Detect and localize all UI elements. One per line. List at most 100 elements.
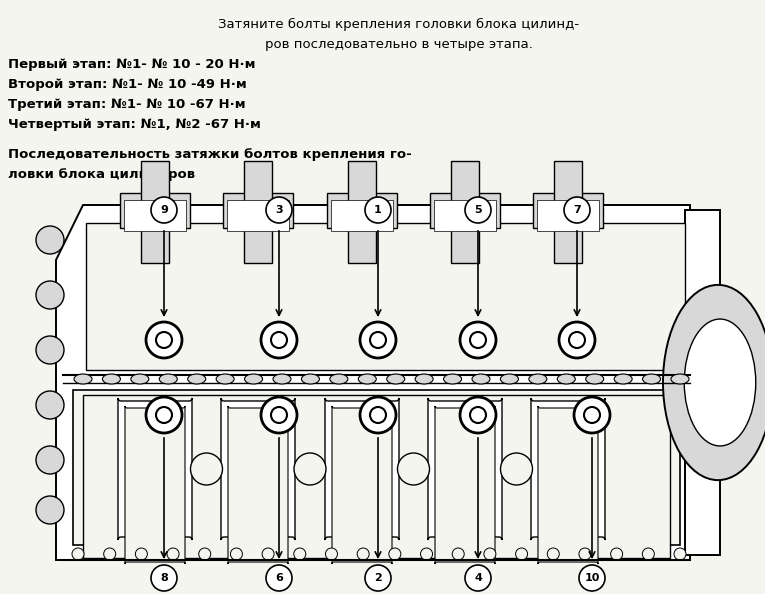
Circle shape xyxy=(36,336,64,364)
Circle shape xyxy=(36,446,64,474)
Ellipse shape xyxy=(103,374,120,384)
Circle shape xyxy=(389,548,401,560)
Text: 2: 2 xyxy=(374,573,382,583)
FancyBboxPatch shape xyxy=(221,398,295,540)
Circle shape xyxy=(421,548,432,560)
Circle shape xyxy=(460,322,496,358)
Ellipse shape xyxy=(472,374,490,384)
FancyBboxPatch shape xyxy=(120,193,190,228)
Text: 7: 7 xyxy=(573,205,581,215)
Ellipse shape xyxy=(614,374,632,384)
FancyBboxPatch shape xyxy=(124,200,186,231)
Circle shape xyxy=(610,548,623,560)
Ellipse shape xyxy=(187,374,206,384)
Ellipse shape xyxy=(159,374,177,384)
Circle shape xyxy=(36,391,64,419)
Circle shape xyxy=(135,548,148,560)
FancyBboxPatch shape xyxy=(223,193,293,228)
FancyBboxPatch shape xyxy=(533,193,603,228)
Circle shape xyxy=(167,548,179,560)
Ellipse shape xyxy=(663,285,765,480)
Text: Последовательность затяжки болтов крепления го-: Последовательность затяжки болтов крепле… xyxy=(8,148,412,161)
Circle shape xyxy=(36,281,64,309)
Ellipse shape xyxy=(671,374,689,384)
Text: Третий этап: №1- № 10 -67 Н·м: Третий этап: №1- № 10 -67 Н·м xyxy=(8,98,246,111)
Circle shape xyxy=(266,565,292,591)
Text: 8: 8 xyxy=(160,573,168,583)
Ellipse shape xyxy=(131,374,149,384)
Ellipse shape xyxy=(529,374,547,384)
FancyBboxPatch shape xyxy=(327,193,397,228)
Circle shape xyxy=(500,453,532,485)
Text: 5: 5 xyxy=(474,205,482,215)
Circle shape xyxy=(261,322,297,358)
Text: Второй этап: №1- № 10 -49 Н·м: Второй этап: №1- № 10 -49 Н·м xyxy=(8,78,247,91)
Circle shape xyxy=(294,453,326,485)
Circle shape xyxy=(151,197,177,223)
FancyBboxPatch shape xyxy=(538,406,598,564)
Text: 6: 6 xyxy=(275,573,283,583)
Circle shape xyxy=(465,565,491,591)
FancyBboxPatch shape xyxy=(325,398,399,540)
Circle shape xyxy=(199,548,210,560)
Ellipse shape xyxy=(273,374,291,384)
Circle shape xyxy=(674,548,686,560)
Circle shape xyxy=(151,565,177,591)
Ellipse shape xyxy=(387,374,405,384)
Circle shape xyxy=(470,332,486,348)
Ellipse shape xyxy=(245,374,262,384)
Polygon shape xyxy=(56,205,690,560)
Ellipse shape xyxy=(301,374,320,384)
Circle shape xyxy=(584,407,600,423)
Bar xyxy=(73,390,680,545)
Text: 4: 4 xyxy=(474,573,482,583)
Circle shape xyxy=(484,548,496,560)
Text: Четвертый этап: №1, №2 -67 Н·м: Четвертый этап: №1, №2 -67 Н·м xyxy=(8,118,261,131)
FancyBboxPatch shape xyxy=(118,398,192,540)
Ellipse shape xyxy=(415,374,433,384)
Circle shape xyxy=(370,332,386,348)
Circle shape xyxy=(104,548,116,560)
Text: Затяните болты крепления головки блока цилинд-: Затяните болты крепления головки блока ц… xyxy=(201,18,579,31)
Circle shape xyxy=(579,565,605,591)
FancyBboxPatch shape xyxy=(332,406,392,564)
FancyBboxPatch shape xyxy=(537,200,599,231)
FancyBboxPatch shape xyxy=(141,161,169,263)
Bar xyxy=(83,395,670,558)
Circle shape xyxy=(72,548,84,560)
Text: Первый этап: №1- № 10 - 20 Н·м: Первый этап: №1- № 10 - 20 Н·м xyxy=(8,58,256,71)
Circle shape xyxy=(470,407,486,423)
FancyBboxPatch shape xyxy=(348,161,376,263)
FancyBboxPatch shape xyxy=(554,161,582,263)
Circle shape xyxy=(579,548,591,560)
FancyBboxPatch shape xyxy=(430,193,500,228)
Circle shape xyxy=(36,496,64,524)
Circle shape xyxy=(146,397,182,433)
Ellipse shape xyxy=(444,374,461,384)
Ellipse shape xyxy=(557,374,575,384)
FancyBboxPatch shape xyxy=(228,406,288,564)
Circle shape xyxy=(230,548,243,560)
Circle shape xyxy=(357,548,369,560)
Circle shape xyxy=(465,197,491,223)
Circle shape xyxy=(360,322,396,358)
FancyBboxPatch shape xyxy=(435,406,495,564)
Text: ров последовательно в четыре этапа.: ров последовательно в четыре этапа. xyxy=(248,38,532,51)
Circle shape xyxy=(574,397,610,433)
Circle shape xyxy=(325,548,337,560)
Text: ловки блока цилиндров: ловки блока цилиндров xyxy=(8,168,195,181)
Text: 9: 9 xyxy=(160,205,168,215)
Ellipse shape xyxy=(500,374,519,384)
Circle shape xyxy=(261,397,297,433)
Circle shape xyxy=(365,197,391,223)
Ellipse shape xyxy=(358,374,376,384)
Ellipse shape xyxy=(684,319,756,446)
Circle shape xyxy=(559,322,595,358)
Circle shape xyxy=(262,548,274,560)
FancyBboxPatch shape xyxy=(125,406,185,564)
FancyBboxPatch shape xyxy=(227,200,289,231)
Circle shape xyxy=(398,453,429,485)
Circle shape xyxy=(516,548,528,560)
Circle shape xyxy=(365,565,391,591)
Text: 10: 10 xyxy=(584,573,600,583)
